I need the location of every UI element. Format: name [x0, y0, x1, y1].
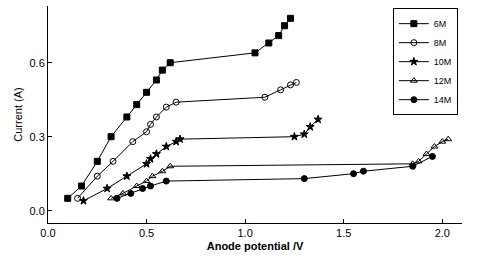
svg-text:10M: 10M: [434, 57, 452, 67]
svg-text:0.6: 0.6: [30, 57, 45, 69]
svg-text:2.0: 2.0: [435, 227, 450, 239]
svg-text:12M: 12M: [434, 76, 452, 86]
svg-text:0.5: 0.5: [139, 227, 154, 239]
svg-text:8M: 8M: [434, 38, 447, 48]
svg-text:Current (A): Current (A): [12, 87, 24, 141]
svg-text:1.0: 1.0: [237, 227, 252, 239]
svg-text:0.0: 0.0: [40, 227, 55, 239]
svg-text:Anode potential /V: Anode potential /V: [207, 240, 304, 252]
svg-text:6M: 6M: [434, 19, 447, 29]
svg-text:0.3: 0.3: [30, 131, 45, 143]
svg-text:1.5: 1.5: [336, 227, 351, 239]
svg-text:0.0: 0.0: [30, 205, 45, 217]
svg-text:14M: 14M: [434, 95, 452, 105]
